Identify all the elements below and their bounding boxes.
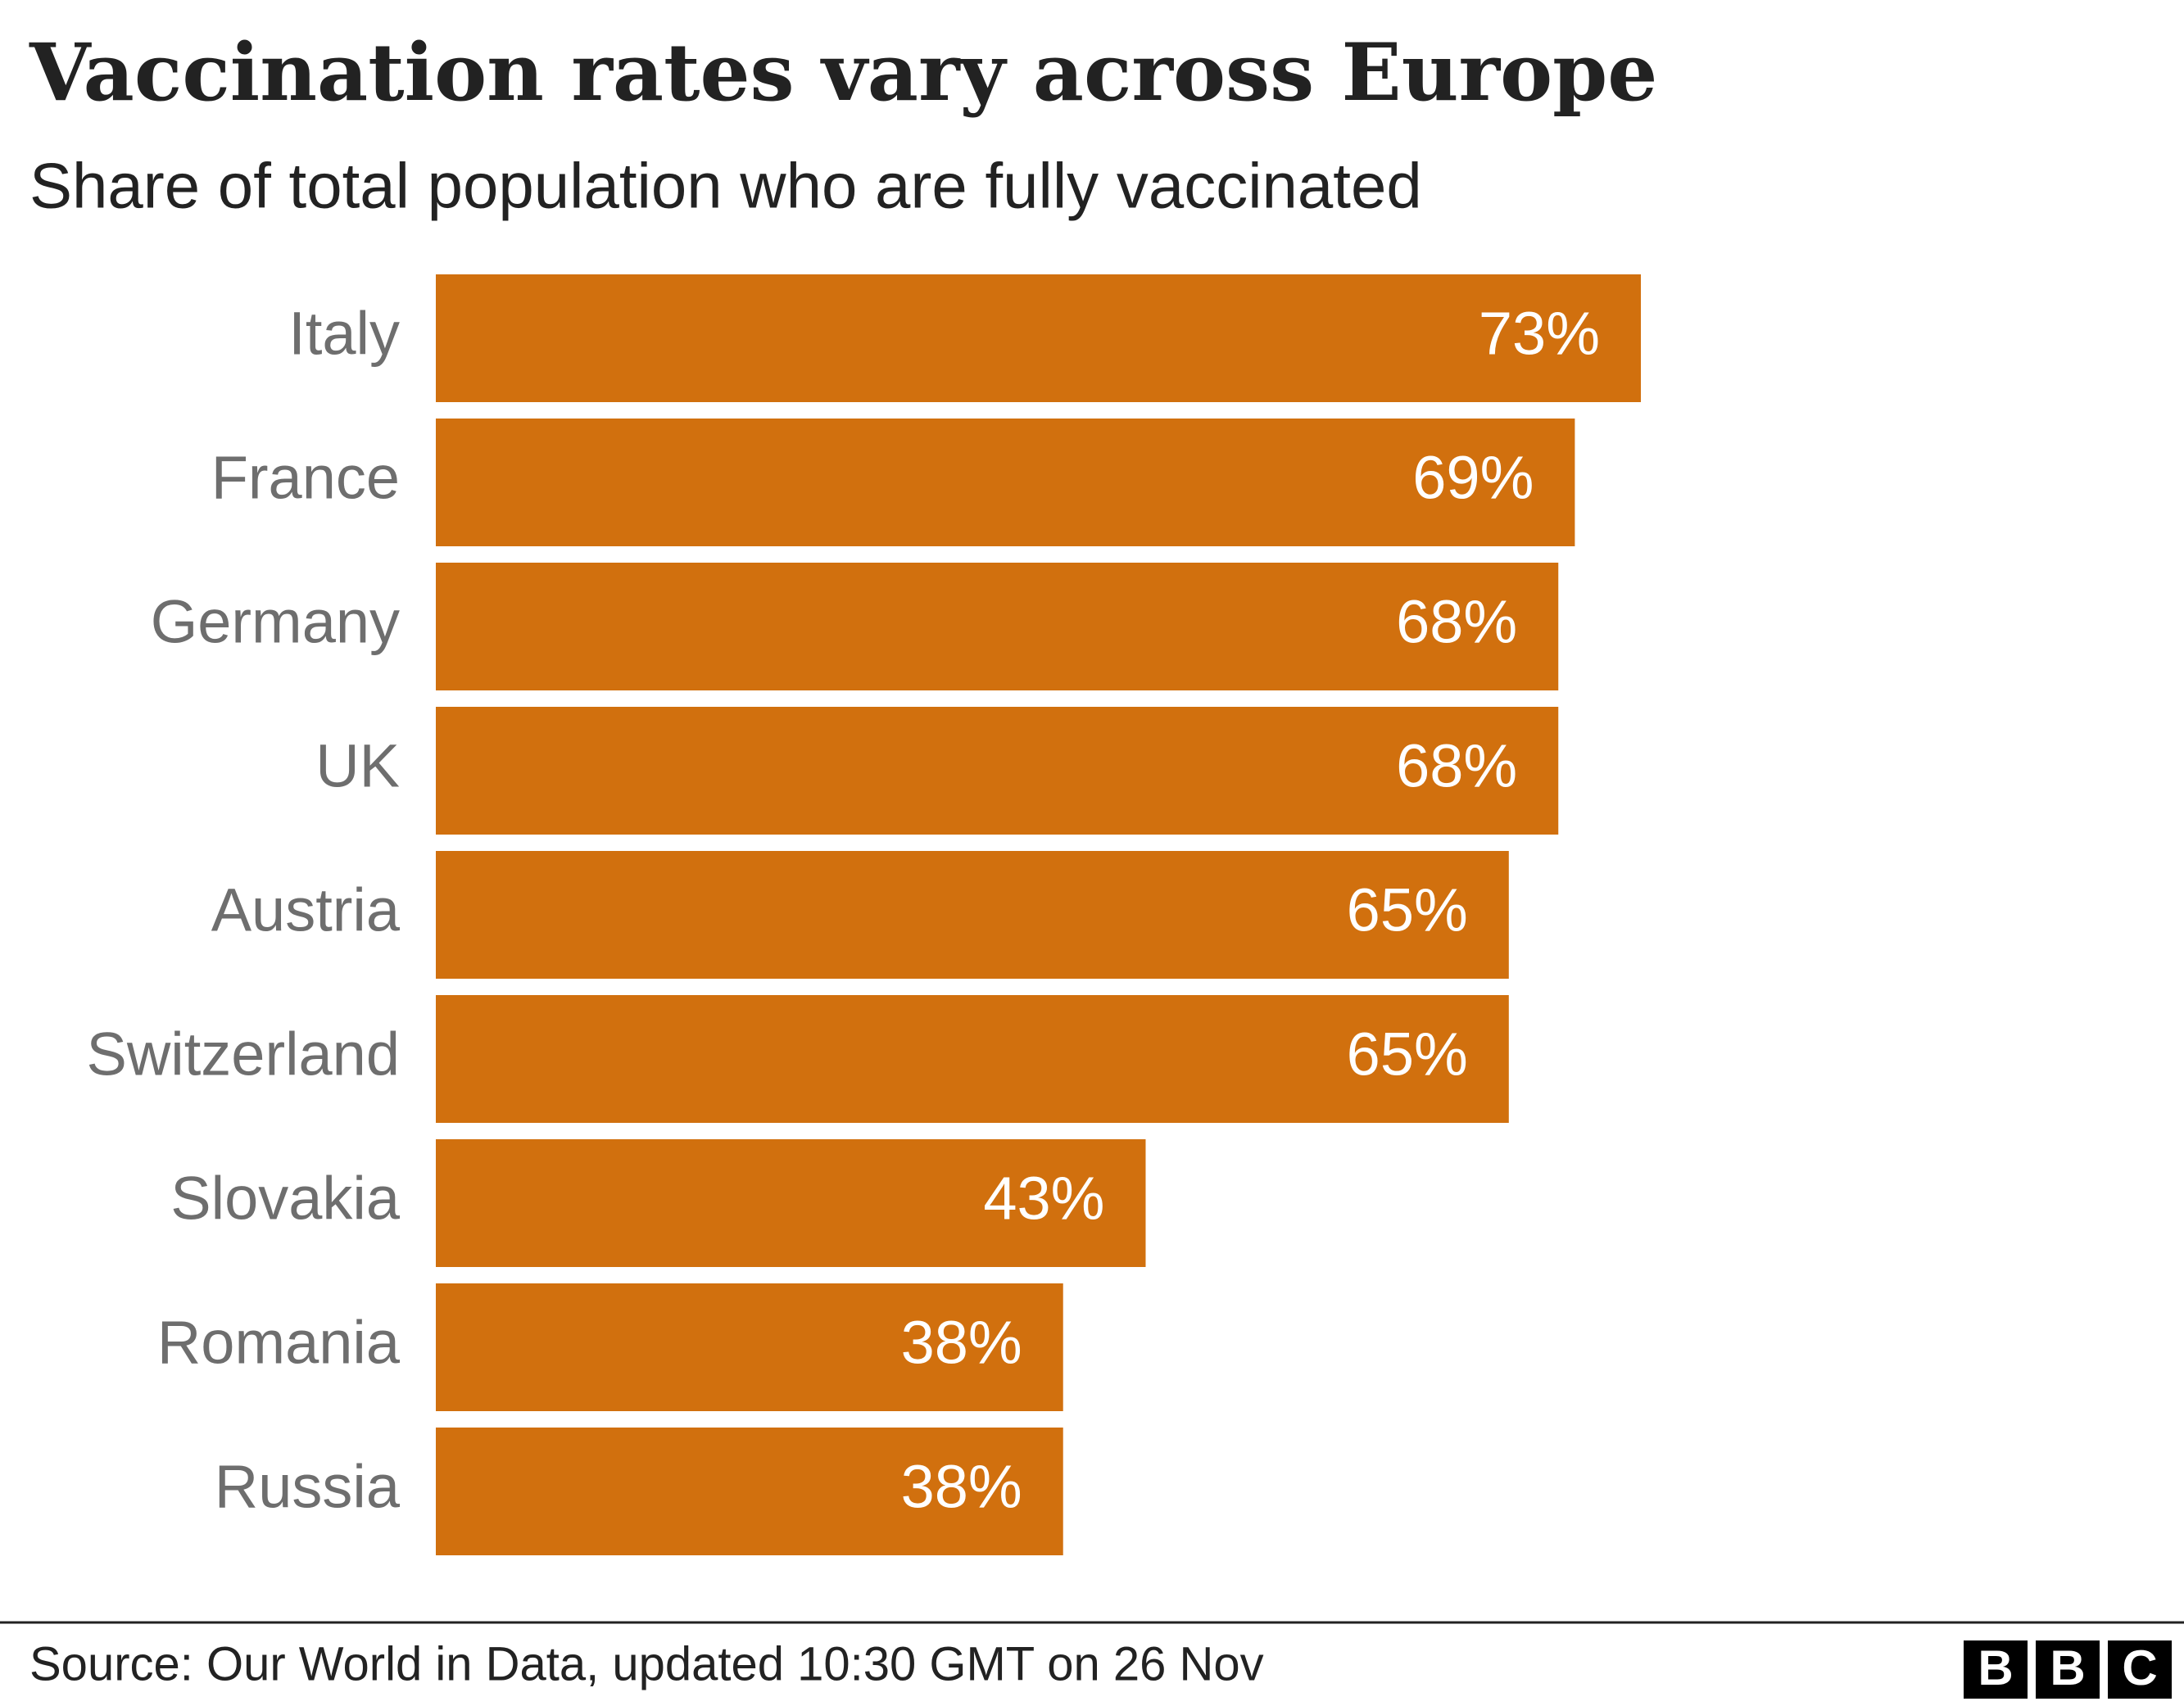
value-label: 65% <box>1347 876 1468 944</box>
category-label: Switzerland <box>86 1020 400 1088</box>
category-label: Germany <box>151 588 400 656</box>
category-label: Russia <box>215 1453 401 1521</box>
bar <box>436 995 1509 1123</box>
logo-box <box>2108 1640 2172 1699</box>
category-label: Austria <box>211 876 401 944</box>
category-label: Italy <box>288 300 400 368</box>
chart-subtitle: Share of total population who are fully … <box>29 150 1422 222</box>
source: Source: Our World in Data, updated 10:30… <box>29 1637 1264 1690</box>
category-label: UK <box>315 732 400 800</box>
bar <box>436 274 1641 402</box>
chart-title: Vaccination rates vary across Europe <box>29 26 1657 119</box>
logo-letter: B <box>2050 1640 2085 1695</box>
value-label: 43% <box>983 1165 1104 1233</box>
category-label: Slovakia <box>170 1165 401 1233</box>
bar <box>436 1139 1146 1267</box>
bar <box>436 1428 1063 1555</box>
bar <box>436 1283 1063 1411</box>
bar <box>436 851 1509 979</box>
value-label: 68% <box>1396 732 1517 800</box>
value-label: 38% <box>901 1453 1022 1521</box>
bar <box>436 563 1559 690</box>
logo-letter: B <box>1978 1640 2013 1695</box>
bar <box>436 419 1575 546</box>
category-label: Romania <box>157 1309 401 1377</box>
value-label: 73% <box>1479 300 1600 368</box>
logo-box <box>2036 1640 2100 1699</box>
logo-letter: C <box>2122 1640 2157 1695</box>
value-label: 69% <box>1412 444 1534 512</box>
category-label: France <box>211 444 400 512</box>
logo-box <box>1964 1640 2028 1699</box>
value-label: 65% <box>1347 1020 1468 1088</box>
value-label: 38% <box>901 1309 1022 1377</box>
value-label: 68% <box>1396 588 1517 656</box>
bar <box>436 707 1559 835</box>
